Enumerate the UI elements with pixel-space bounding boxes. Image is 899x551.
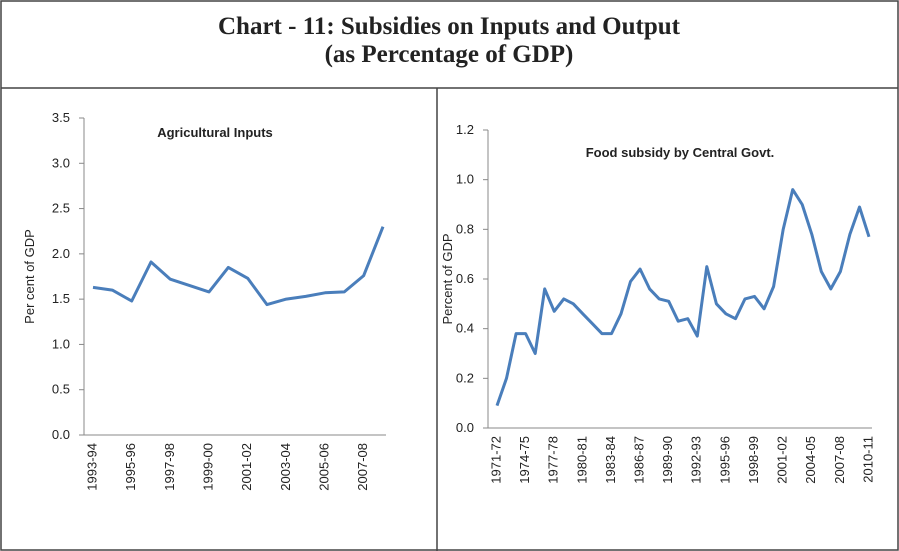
x-tick-label: 1989-90: [660, 436, 675, 484]
x-tick-label: 1971-72: [488, 436, 503, 484]
page-title: Chart - 11: Subsidies on Inputs and Outp…: [218, 13, 681, 40]
y-tick-label: 1.0: [52, 336, 70, 351]
page-subtitle: (as Percentage of GDP): [325, 41, 574, 68]
x-tick-label: 2007-08: [355, 443, 370, 491]
x-tick-label: 1980-81: [574, 436, 589, 484]
x-tick-label: 2001-02: [775, 436, 790, 484]
y-tick-label: 2.0: [52, 246, 70, 261]
data-line: [495, 188, 871, 407]
x-tick-label: 1993-94: [84, 443, 99, 491]
x-tick-label: 2007-08: [832, 436, 847, 484]
y-tick-label: 0.0: [52, 427, 70, 442]
y-tick-label: 3.0: [52, 155, 70, 170]
x-tick-label: 1974-75: [517, 436, 532, 484]
data-line: [92, 226, 385, 307]
y-tick-label: 0.5: [52, 382, 70, 397]
x-tick-label: 2005-06: [316, 443, 331, 491]
y-tick-label: 1.5: [52, 291, 70, 306]
x-tick-label: 1995-96: [123, 443, 138, 491]
x-tick-label: 1977-78: [546, 436, 561, 484]
x-tick-label: 2004-05: [803, 436, 818, 484]
x-tick-label: 1998-99: [746, 436, 761, 484]
x-tick-label: 1986-87: [632, 436, 647, 484]
y-tick-label: 1.2: [456, 122, 474, 137]
x-tick-label: 1995-96: [717, 436, 732, 484]
x-tick-label: 1997-98: [162, 443, 177, 491]
y-tick-label: 0.4: [456, 321, 474, 336]
x-tick-label: 1992-93: [689, 436, 704, 484]
y-axis-label: Per cent of GDP: [22, 229, 37, 324]
y-tick-label: 2.5: [52, 201, 70, 216]
y-tick-label: 1.0: [456, 172, 474, 187]
x-tick-label: 2010-11: [860, 436, 875, 483]
x-tick-label: 1999-00: [200, 443, 215, 491]
x-tick-label: 2003-04: [278, 443, 293, 491]
x-tick-label: 1983-84: [603, 436, 618, 484]
chart-title: Food subsidy by Central Govt.: [586, 145, 775, 160]
y-tick-label: 3.5: [52, 110, 70, 125]
y-axis-label: Percent of GDP: [440, 233, 455, 324]
y-tick-label: 0.0: [456, 420, 474, 435]
y-tick-label: 0.2: [456, 370, 474, 385]
y-tick-label: 0.8: [456, 221, 474, 236]
y-tick-label: 0.6: [456, 271, 474, 286]
x-tick-label: 2001-02: [239, 443, 254, 491]
chart-title: Agricultural Inputs: [157, 125, 273, 140]
